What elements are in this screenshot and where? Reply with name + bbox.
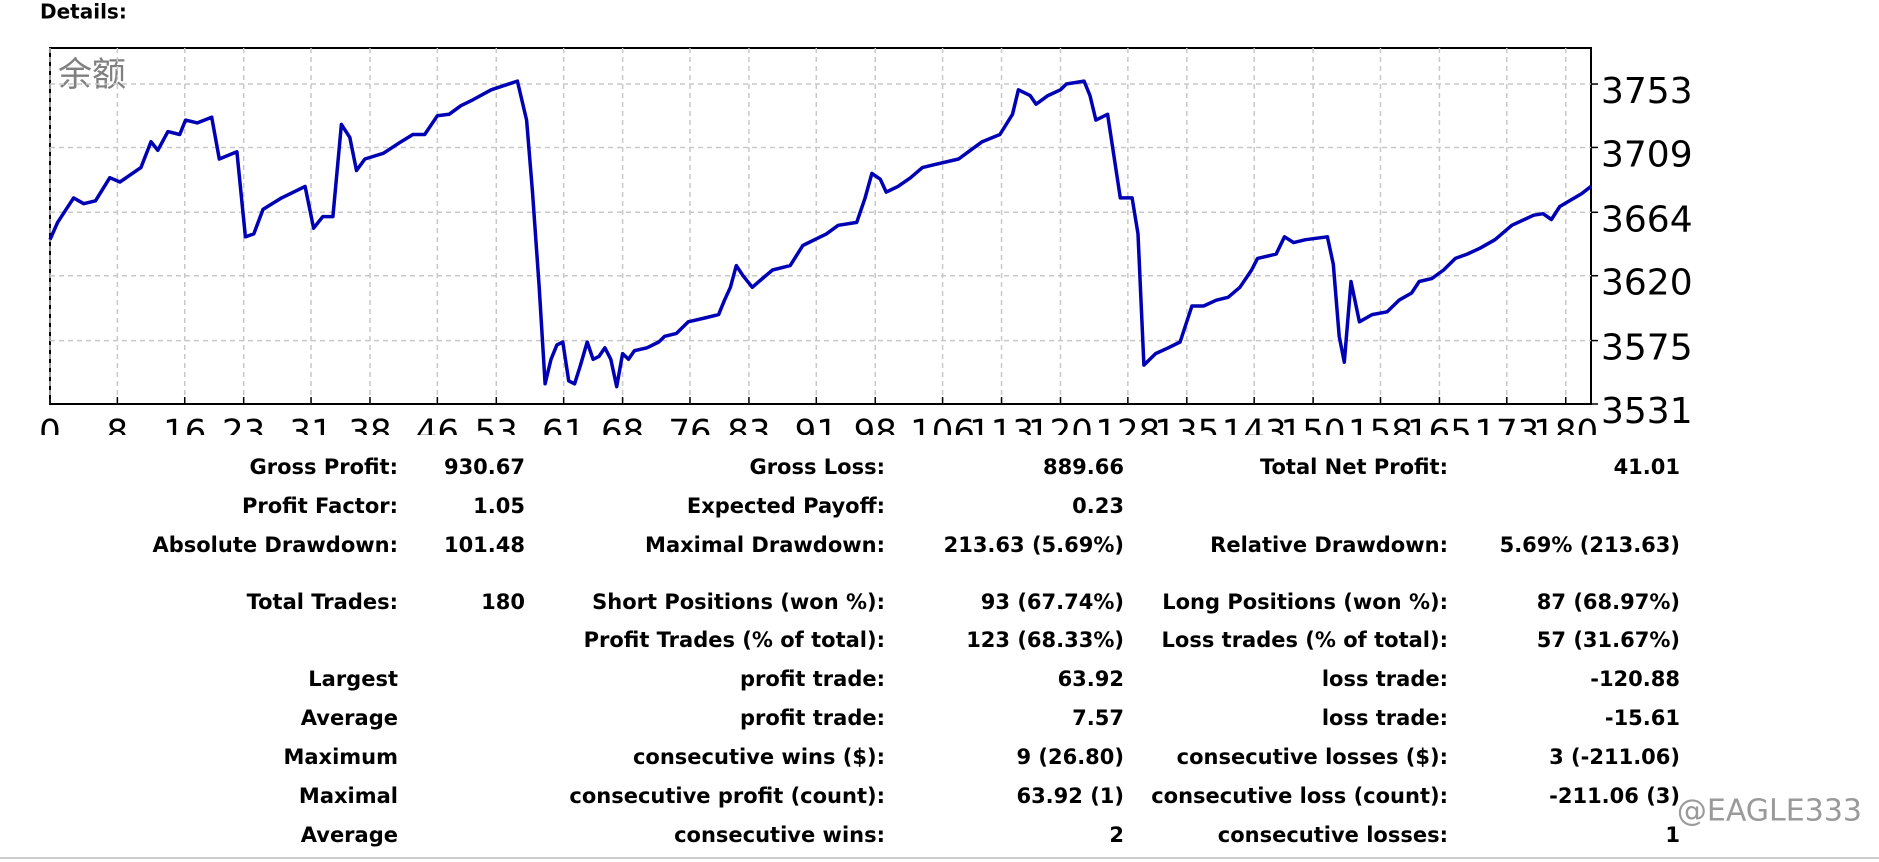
cell-label: consecutive loss (count): bbox=[1151, 784, 1448, 808]
x-tick-label: 0 bbox=[39, 413, 61, 453]
cell-label: Loss trades (% of total): bbox=[1162, 628, 1448, 652]
x-tick-label: 76 bbox=[668, 413, 711, 453]
cell-label: Average bbox=[301, 823, 398, 847]
x-tick-label: 128 bbox=[1095, 413, 1160, 453]
cell-value: 41.01 bbox=[1614, 455, 1680, 479]
cell-label: Long Positions (won %): bbox=[1162, 590, 1448, 614]
x-tick-label: 165 bbox=[1407, 413, 1472, 453]
cell-label: consecutive wins ($): bbox=[633, 745, 885, 769]
cell-value: 7.57 bbox=[1072, 706, 1124, 730]
cell-value: 2 bbox=[1109, 823, 1124, 847]
cell-value: 213.63 (5.69%) bbox=[944, 533, 1124, 557]
x-tick-label: 120 bbox=[1028, 413, 1093, 453]
cell-value: 63.92 (1) bbox=[1016, 784, 1124, 808]
balance-line bbox=[48, 79, 1593, 389]
x-tick-label: 16 bbox=[163, 413, 206, 453]
x-tick-label: 106 bbox=[910, 413, 975, 453]
x-tick-label: 98 bbox=[854, 413, 897, 453]
plot-frame bbox=[49, 47, 1592, 405]
cell-label: Total Trades: bbox=[247, 590, 398, 614]
series-label: 余额 bbox=[58, 55, 126, 95]
cell-value: 93 (67.74%) bbox=[981, 590, 1124, 614]
y-tick-label: 3709 bbox=[1601, 134, 1693, 175]
y-tick-label: 3753 bbox=[1601, 71, 1693, 112]
cell-value: -120.88 bbox=[1590, 667, 1680, 691]
cell-value: 9 (26.80) bbox=[1016, 745, 1124, 769]
x-tick-label: 46 bbox=[416, 413, 459, 453]
cell-value: -211.06 (3) bbox=[1549, 784, 1680, 808]
x-tick-label: 143 bbox=[1222, 413, 1287, 453]
x-tick-label: 83 bbox=[727, 413, 770, 453]
cell-value: 889.66 bbox=[1043, 455, 1124, 479]
y-tick-label: 3620 bbox=[1601, 263, 1693, 304]
cell-label: loss trade: bbox=[1322, 706, 1448, 730]
cell-value: 3 (-211.06) bbox=[1549, 745, 1680, 769]
cell-label: loss trade: bbox=[1322, 667, 1448, 691]
cell-label: Average bbox=[301, 706, 398, 730]
details-title: Details: bbox=[40, 0, 127, 24]
cell-label: Profit Factor: bbox=[242, 494, 398, 518]
x-tick-label: 135 bbox=[1154, 413, 1219, 453]
x-tick-label: 61 bbox=[542, 413, 585, 453]
cell-label: Maximal bbox=[299, 784, 398, 808]
cell-value: 1.05 bbox=[473, 494, 525, 518]
cell-label: Maximum bbox=[283, 745, 398, 769]
y-tick-label: 3575 bbox=[1601, 328, 1693, 369]
cell-value: 180 bbox=[481, 590, 525, 614]
x-tick-label: 150 bbox=[1281, 413, 1346, 453]
cell-label: Profit Trades (% of total): bbox=[584, 628, 885, 652]
cell-label: Total Net Profit: bbox=[1260, 455, 1448, 479]
x-tick-label: 113 bbox=[969, 413, 1034, 453]
x-tick-label: 53 bbox=[475, 413, 518, 453]
x-tick-label: 68 bbox=[601, 413, 644, 453]
x-tick-label: 31 bbox=[289, 413, 332, 453]
cell-label: consecutive losses: bbox=[1218, 823, 1448, 847]
cell-label: Expected Payoff: bbox=[687, 494, 885, 518]
cell-label: Short Positions (won %): bbox=[592, 590, 885, 614]
cell-label: Largest bbox=[308, 667, 398, 691]
cell-label: consecutive profit (count): bbox=[569, 784, 885, 808]
cell-label: Absolute Drawdown: bbox=[152, 533, 398, 557]
cell-label: Maximal Drawdown: bbox=[645, 533, 885, 557]
cell-label: Gross Profit: bbox=[249, 455, 398, 479]
cell-label: Relative Drawdown: bbox=[1210, 533, 1448, 557]
cell-label: consecutive wins: bbox=[674, 823, 885, 847]
x-tick-label: 8 bbox=[107, 413, 129, 453]
x-tick-label: 173 bbox=[1474, 413, 1539, 453]
cell-value: 5.69% (213.63) bbox=[1500, 533, 1680, 557]
cell-value: 0.23 bbox=[1072, 494, 1124, 518]
cell-value: 87 (68.97%) bbox=[1537, 590, 1680, 614]
cell-value: 1 bbox=[1665, 823, 1680, 847]
x-tick-label: 91 bbox=[795, 413, 838, 453]
watermark: @EAGLE333 bbox=[1677, 794, 1862, 829]
cell-label: profit trade: bbox=[740, 667, 885, 691]
x-tick-label: 158 bbox=[1348, 413, 1413, 453]
x-tick-label: 23 bbox=[222, 413, 265, 453]
x-tick-label: 38 bbox=[348, 413, 391, 453]
cell-value: 123 (68.33%) bbox=[966, 628, 1124, 652]
cell-value: 930.67 bbox=[444, 455, 525, 479]
cell-value: 57 (31.67%) bbox=[1537, 628, 1680, 652]
cell-value: -15.61 bbox=[1605, 706, 1680, 730]
cell-label: Gross Loss: bbox=[749, 455, 885, 479]
y-tick-label: 3664 bbox=[1601, 199, 1693, 240]
cell-label: consecutive losses ($): bbox=[1177, 745, 1448, 769]
cell-value: 101.48 bbox=[444, 533, 525, 557]
y-tick-label: 3531 bbox=[1601, 391, 1693, 432]
cell-value: 63.92 bbox=[1058, 667, 1124, 691]
cell-label: profit trade: bbox=[740, 706, 885, 730]
x-tick-label: 180 bbox=[1533, 413, 1598, 453]
